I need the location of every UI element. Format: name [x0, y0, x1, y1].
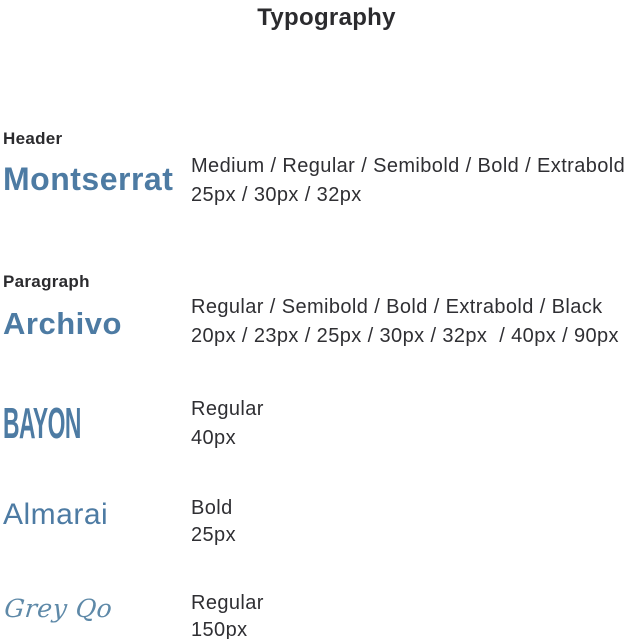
font-spec-sizes-bayon: 40px	[191, 427, 236, 449]
font-name-archivo: Archivo	[3, 306, 122, 341]
font-spec-sizes-archivo: 20px / 23px / 25px / 30px / 32px / 40px …	[191, 325, 619, 347]
font-spec-sizes-grey-qo: 150px	[191, 619, 248, 639]
font-name-montserrat: Montserrat	[3, 161, 174, 197]
font-spec-sizes-almarai: 25px	[191, 524, 236, 546]
font-spec-weights-montserrat: Medium / Regular / Semibold / Bold / Ext…	[191, 155, 626, 177]
font-name-grey-qo: Grey Qo	[3, 594, 114, 623]
font-spec-weights-grey-qo: Regular	[191, 592, 264, 614]
page-title: Typography	[257, 4, 396, 31]
font-spec-weights-archivo: Regular / Semibold / Bold / Extrabold / …	[191, 296, 603, 318]
font-spec-weights-bayon: Regular	[191, 398, 264, 420]
section-label-header: Header	[3, 129, 63, 148]
font-name-almarai: Almarai	[3, 498, 109, 531]
font-spec-weights-almarai: Bold	[191, 497, 233, 519]
font-name-bayon: BAYON	[3, 399, 81, 448]
section-label-paragraph: Paragraph	[3, 272, 90, 291]
font-spec-sizes-montserrat: 25px / 30px / 32px	[191, 184, 362, 206]
